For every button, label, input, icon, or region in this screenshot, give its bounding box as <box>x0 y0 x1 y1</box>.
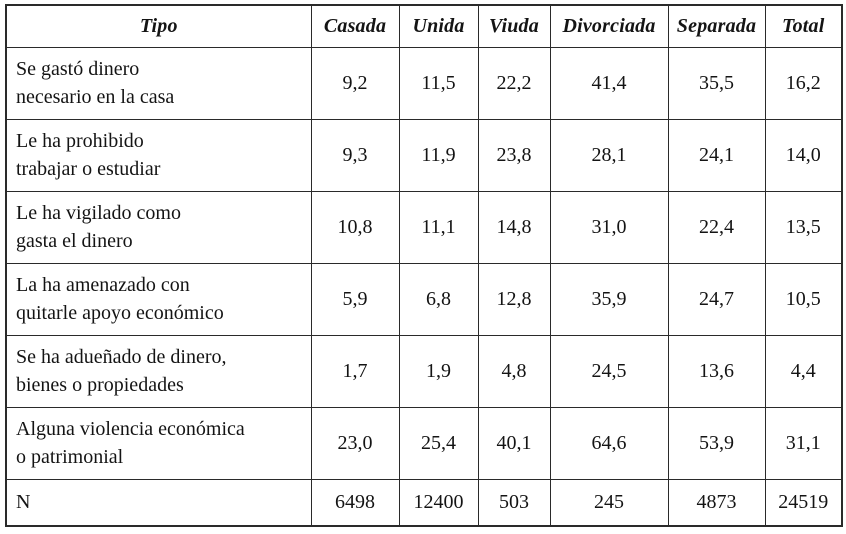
cell-value: 13,5 <box>764 190 843 264</box>
table-row: La ha amenazado con quitarle apoyo econó… <box>5 262 843 336</box>
cell-value: 24,1 <box>667 118 766 192</box>
cell-value: 16,2 <box>764 46 843 120</box>
cell-value: 23,0 <box>310 406 400 480</box>
table-row: Se ha adueñado de dinero, bienes o propi… <box>5 334 843 408</box>
table-row: Le ha vigilado como gasta el dinero 10,8… <box>5 190 843 264</box>
row-label: Alguna violencia económica o patrimonial <box>5 406 312 480</box>
row-label: Le ha vigilado como gasta el dinero <box>5 190 312 264</box>
row-label: Le ha prohibido trabajar o estudiar <box>5 118 312 192</box>
cell-value: 23,8 <box>477 118 551 192</box>
column-header-tipo: Tipo <box>5 4 312 48</box>
cell-value: 4873 <box>667 478 766 527</box>
cell-value: 31,0 <box>549 190 669 264</box>
cell-value: 24,7 <box>667 262 766 336</box>
cell-value: 1,9 <box>398 334 479 408</box>
table-row: Le ha prohibido trabajar o estudiar 9,3 … <box>5 118 843 192</box>
column-header-viuda: Viuda <box>477 4 551 48</box>
table-row-n: N 6498 12400 503 245 4873 24519 <box>5 478 843 527</box>
cell-value: 9,2 <box>310 46 400 120</box>
table-row: Se gastó dinero necesario en la casa 9,2… <box>5 46 843 120</box>
cell-value: 9,3 <box>310 118 400 192</box>
cell-value: 5,9 <box>310 262 400 336</box>
cell-value: 10,5 <box>764 262 843 336</box>
cell-value: 4,4 <box>764 334 843 408</box>
cell-value: 11,1 <box>398 190 479 264</box>
cell-value: 11,9 <box>398 118 479 192</box>
cell-value: 40,1 <box>477 406 551 480</box>
column-header-casada: Casada <box>310 4 400 48</box>
cell-value: 14,8 <box>477 190 551 264</box>
row-label: Se gastó dinero necesario en la casa <box>5 46 312 120</box>
cell-value: 13,6 <box>667 334 766 408</box>
cell-value: 22,2 <box>477 46 551 120</box>
row-label: N <box>5 478 312 527</box>
cell-value: 1,7 <box>310 334 400 408</box>
cell-value: 4,8 <box>477 334 551 408</box>
statistics-table: Tipo Casada Unida Viuda Divorciada Separ… <box>5 4 843 527</box>
row-label: Se ha adueñado de dinero, bienes o propi… <box>5 334 312 408</box>
cell-value: 14,0 <box>764 118 843 192</box>
cell-value: 24519 <box>764 478 843 527</box>
cell-value: 12,8 <box>477 262 551 336</box>
column-header-total: Total <box>764 4 843 48</box>
cell-value: 35,5 <box>667 46 766 120</box>
cell-value: 64,6 <box>549 406 669 480</box>
column-header-separada: Separada <box>667 4 766 48</box>
cell-value: 11,5 <box>398 46 479 120</box>
cell-value: 503 <box>477 478 551 527</box>
cell-value: 24,5 <box>549 334 669 408</box>
cell-value: 22,4 <box>667 190 766 264</box>
cell-value: 41,4 <box>549 46 669 120</box>
cell-value: 245 <box>549 478 669 527</box>
column-header-divorciada: Divorciada <box>549 4 669 48</box>
cell-value: 10,8 <box>310 190 400 264</box>
table-row: Alguna violencia económica o patrimonial… <box>5 406 843 480</box>
cell-value: 12400 <box>398 478 479 527</box>
cell-value: 6,8 <box>398 262 479 336</box>
cell-value: 53,9 <box>667 406 766 480</box>
header-row: Tipo Casada Unida Viuda Divorciada Separ… <box>5 4 843 48</box>
cell-value: 31,1 <box>764 406 843 480</box>
cell-value: 6498 <box>310 478 400 527</box>
cell-value: 28,1 <box>549 118 669 192</box>
cell-value: 35,9 <box>549 262 669 336</box>
column-header-unida: Unida <box>398 4 479 48</box>
cell-value: 25,4 <box>398 406 479 480</box>
row-label: La ha amenazado con quitarle apoyo econó… <box>5 262 312 336</box>
